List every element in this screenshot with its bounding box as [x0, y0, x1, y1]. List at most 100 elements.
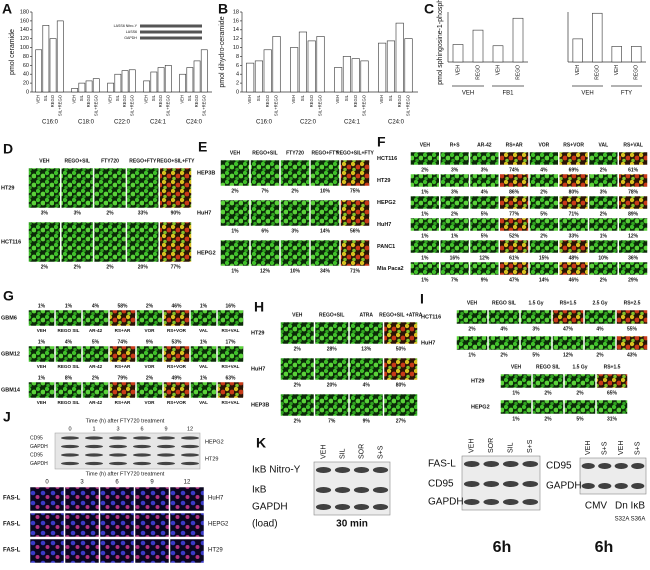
bar-label: VEH	[108, 95, 113, 104]
blot-band	[334, 487, 351, 493]
micrograph	[584, 309, 616, 325]
percent-label: 16%	[450, 255, 461, 261]
micrograph	[340, 239, 370, 267]
column-label: VEH	[467, 300, 478, 306]
inset-label: LASS6	[126, 30, 137, 34]
column-label: AR-42	[89, 400, 103, 405]
bar-label: SIL	[388, 94, 393, 101]
blot-band	[85, 444, 103, 449]
row-label: GBM6	[1, 315, 17, 321]
micrograph	[349, 357, 384, 381]
bar	[114, 73, 122, 93]
blot-band	[334, 467, 351, 473]
bar-label: SIL	[151, 94, 156, 101]
percent-label: 86%	[509, 189, 520, 195]
micrograph	[82, 345, 109, 363]
percent-label: 78%	[628, 189, 639, 195]
blot-band	[372, 504, 389, 510]
blot-band	[353, 467, 370, 473]
bar	[572, 38, 583, 63]
percent-label: 5%	[481, 211, 489, 217]
percent-label: 1%	[451, 233, 459, 239]
micrograph	[499, 195, 529, 210]
bar-label: SIL+REGO	[274, 94, 279, 116]
micrograph	[310, 199, 340, 227]
micrograph	[618, 239, 648, 254]
micrograph	[314, 393, 349, 417]
micrograph	[61, 167, 94, 209]
micrograph	[588, 239, 618, 254]
y-tick-label: 4	[236, 72, 239, 78]
group-label: FTY	[621, 91, 632, 97]
percent-label: 14%	[320, 228, 331, 234]
micrograph	[217, 345, 244, 363]
micrograph	[310, 159, 340, 187]
blot-band	[483, 499, 500, 505]
category-label: C24:1	[150, 120, 167, 126]
blot-band	[157, 453, 175, 457]
percent-label: 79%	[117, 375, 128, 381]
micrograph	[564, 399, 596, 415]
bar-label: VEH	[247, 95, 252, 104]
lane-label: SOR	[358, 444, 365, 459]
percent-label: 36%	[628, 255, 639, 261]
percent-label: 2%	[92, 375, 100, 381]
micrograph	[552, 309, 584, 325]
blot-band	[334, 504, 351, 510]
percent-label: 10%	[320, 188, 331, 194]
column-label: RS+VAL	[623, 142, 643, 148]
percent-label: 2%	[451, 211, 459, 217]
column-label: 1.5 Gy	[572, 364, 587, 370]
percent-label: 3%	[451, 167, 459, 173]
micrograph	[93, 221, 127, 263]
blot-band	[109, 444, 127, 449]
row-label: HEP3B	[197, 170, 215, 176]
bar	[631, 46, 642, 63]
cell-label: HEPG2	[208, 522, 229, 528]
micrograph	[618, 217, 648, 232]
y-tick-label: 0	[236, 89, 239, 95]
column-label: RS+VOR	[563, 142, 584, 148]
footer-label: Dn IκB	[615, 501, 645, 512]
percent-label: 2%	[146, 375, 154, 381]
micrograph	[250, 159, 280, 187]
blot-band	[614, 483, 628, 489]
cell-label: HT29	[208, 548, 223, 554]
percent-label: 7%	[451, 277, 459, 283]
panel-letter: A	[2, 1, 12, 17]
percent-label: 4%	[363, 382, 371, 388]
micrograph	[169, 538, 205, 564]
lane-label: S+S	[602, 441, 609, 455]
percent-label: 4%	[500, 326, 508, 332]
bar	[150, 71, 158, 93]
micrograph	[564, 373, 596, 389]
percent-label: 27%	[396, 418, 407, 424]
column-label: RS+2.5	[624, 300, 641, 306]
micrograph	[529, 151, 559, 166]
micrograph	[99, 486, 135, 512]
micrograph	[440, 239, 470, 254]
row-label: HEPG2	[197, 250, 216, 256]
micrograph	[136, 381, 163, 399]
micrograph	[82, 381, 109, 399]
micrograph	[618, 195, 648, 210]
column-label: RS+VOR	[167, 328, 187, 333]
bar-label: SIL+REGO	[318, 94, 323, 116]
bar	[85, 80, 93, 93]
column-label: VAL	[199, 400, 208, 405]
percent-label: 2%	[540, 233, 548, 239]
micrograph	[616, 335, 648, 351]
percent-label: 2%	[544, 390, 552, 396]
bar-label: SIL	[300, 94, 305, 101]
row-label: HT29	[1, 185, 14, 191]
bar	[307, 40, 316, 93]
percent-label: 16%	[225, 303, 236, 309]
panel-letter: J	[3, 409, 11, 425]
micrograph	[280, 357, 315, 381]
row-label: HuH7	[197, 210, 211, 216]
percent-label: 1%	[200, 339, 208, 345]
bar-label: SIL	[256, 94, 261, 101]
column-label: REGO SIL	[58, 364, 80, 369]
percent-label: 1%	[200, 303, 208, 309]
load-label: (load)	[252, 519, 278, 530]
